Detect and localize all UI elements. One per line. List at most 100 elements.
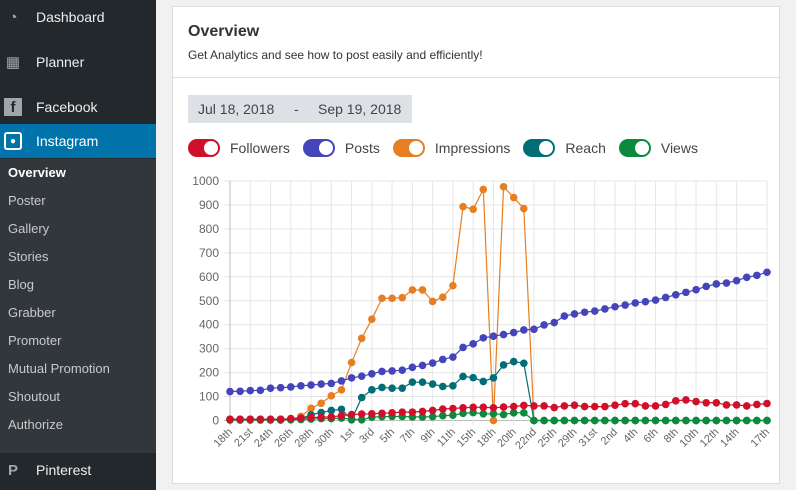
y-tick-label: 600 — [199, 270, 219, 284]
data-point-views — [611, 416, 619, 425]
data-point-views — [712, 416, 721, 425]
data-point-views — [651, 416, 660, 425]
data-point-posts — [469, 340, 477, 348]
sidebar-item-label: Planner — [36, 54, 85, 70]
data-point-impressions — [347, 358, 356, 367]
submenu-shoutout[interactable]: Shoutout — [8, 389, 61, 404]
submenu-stories[interactable]: Stories — [8, 249, 49, 264]
data-point-reach — [368, 386, 376, 394]
toggle-switch[interactable] — [188, 139, 220, 157]
data-point-views — [742, 416, 751, 425]
data-point-posts — [459, 343, 467, 352]
overview-card: Overview Get Analytics and see how to po… — [172, 6, 780, 484]
toggle-switch[interactable] — [523, 139, 556, 157]
x-tick-label: 25th — [536, 426, 560, 450]
data-point-followers — [479, 403, 488, 412]
data-point-followers — [307, 413, 315, 422]
data-point-views — [560, 416, 569, 425]
x-tick-label: 22nd — [513, 426, 539, 452]
submenu-poster[interactable]: Poster — [8, 193, 46, 208]
sidebar-item-planner[interactable]: ▦ Planner — [0, 45, 156, 79]
date-to[interactable]: Sep 19, 2018 — [318, 101, 402, 117]
toggle-posts[interactable]: Posts — [302, 139, 380, 157]
data-point-followers — [702, 398, 711, 407]
sidebar-item-instagram[interactable]: ● Instagram — [0, 124, 156, 158]
data-point-views — [621, 416, 629, 425]
toggle-followers[interactable]: Followers — [188, 139, 290, 157]
sidebar-item-pinterest[interactable]: P Pinterest — [0, 453, 156, 487]
data-point-followers — [337, 411, 346, 420]
data-point-views — [661, 416, 670, 425]
data-point-posts — [449, 353, 457, 361]
data-point-views — [357, 415, 366, 424]
data-point-followers — [449, 404, 457, 413]
x-tick-label: 31st — [577, 426, 600, 449]
data-point-followers — [236, 415, 244, 424]
x-tick-label: 9th — [418, 426, 437, 445]
date-from[interactable]: Jul 18, 2018 — [198, 101, 275, 117]
data-point-posts — [307, 381, 315, 389]
data-point-views — [449, 411, 457, 420]
data-point-followers — [368, 409, 376, 418]
toggle-switch[interactable] — [392, 139, 425, 157]
x-tick-label: 24th — [252, 426, 276, 450]
data-point-posts — [530, 325, 538, 334]
data-point-posts — [246, 386, 255, 395]
data-point-posts — [722, 279, 731, 287]
calendar-icon: ▦ — [5, 54, 21, 71]
data-point-followers — [286, 414, 295, 423]
submenu-blog[interactable]: Blog — [8, 277, 35, 292]
data-point-followers — [530, 402, 538, 410]
data-point-followers — [641, 402, 650, 410]
data-point-reach — [418, 378, 427, 386]
sidebar-item-label: Facebook — [36, 99, 98, 115]
submenu-authorize[interactable]: Authorize — [8, 417, 63, 432]
data-point-views — [722, 416, 731, 425]
x-tick-label: 26th — [272, 426, 296, 450]
sidebar-item-label: Instagram — [36, 133, 99, 149]
data-point-posts — [661, 293, 670, 302]
sidebar-item-dashboard[interactable]: ◔ Dashboard — [0, 0, 156, 34]
data-point-impressions — [378, 294, 386, 303]
data-point-reach — [469, 373, 477, 382]
submenu-gallery[interactable]: Gallery — [8, 221, 50, 236]
data-point-posts — [276, 383, 285, 392]
legend-label: Impressions — [434, 140, 511, 156]
data-point-followers — [540, 402, 548, 410]
sidebar-item-label: Dashboard — [36, 9, 105, 25]
data-point-followers — [722, 401, 731, 409]
data-point-impressions — [449, 281, 457, 290]
toggle-views[interactable]: Views — [618, 139, 698, 157]
data-point-posts — [590, 307, 599, 315]
legend: Followers Posts Impressions Reach Views — [188, 139, 711, 157]
pinterest-icon: P — [7, 461, 18, 479]
data-point-views — [641, 416, 650, 425]
submenu-overview[interactable]: Overview — [8, 165, 66, 180]
y-tick-label: 500 — [199, 294, 219, 308]
sidebar-item-facebook[interactable]: f Facebook — [0, 90, 156, 124]
toggle-switch[interactable] — [302, 139, 335, 157]
data-point-followers — [550, 403, 559, 412]
data-point-followers — [672, 397, 680, 405]
data-point-followers — [297, 414, 305, 422]
toggle-impressions[interactable]: Impressions — [392, 139, 511, 157]
data-point-reach — [459, 372, 467, 381]
data-point-posts — [540, 321, 548, 329]
data-point-followers — [570, 401, 579, 409]
data-point-followers — [682, 396, 690, 404]
data-point-views — [763, 416, 771, 425]
data-point-posts — [560, 312, 569, 320]
toggle-switch[interactable] — [618, 139, 651, 157]
data-point-followers — [276, 415, 285, 424]
submenu-grabber[interactable]: Grabber — [8, 305, 56, 320]
legend-label: Views — [660, 140, 698, 156]
date-range-picker[interactable]: Jul 18, 2018 - Sep 19, 2018 — [188, 95, 412, 123]
data-point-posts — [347, 374, 356, 382]
submenu-mutual-promotion[interactable]: Mutual Promotion — [8, 361, 110, 376]
data-point-followers — [742, 402, 751, 410]
data-point-posts — [631, 299, 640, 307]
x-tick-label: 30th — [313, 426, 337, 450]
toggle-reach[interactable]: Reach — [523, 139, 606, 157]
submenu-promoter[interactable]: Promoter — [8, 333, 62, 348]
